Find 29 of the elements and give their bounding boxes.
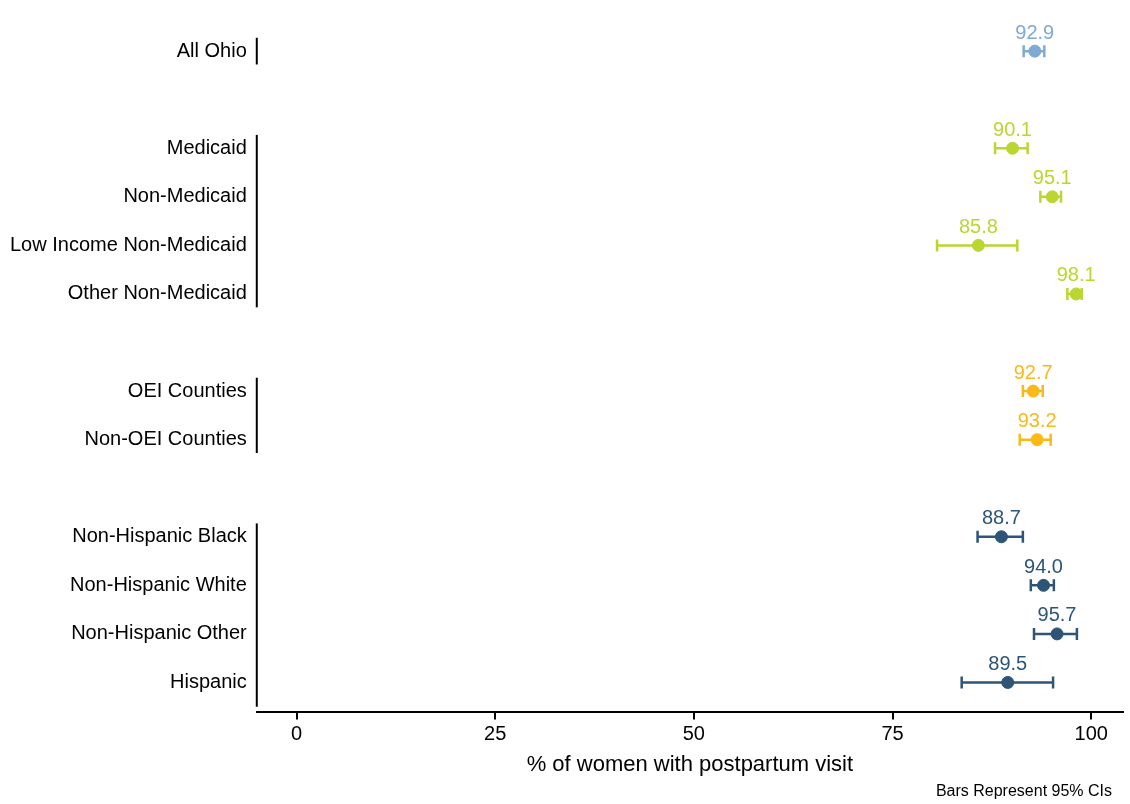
data-label: 95.7 xyxy=(1037,603,1077,626)
y-tick-label: OEI Counties xyxy=(127,378,247,401)
data-label: 88.7 xyxy=(981,506,1021,529)
y-tick-label: Non-Hispanic Black xyxy=(72,524,248,547)
data-label: 98.1 xyxy=(1056,263,1096,286)
y-tick-label: Non-Hispanic Other xyxy=(71,621,248,644)
y-tick-label: Medicaid xyxy=(166,135,247,158)
y-tick-label: All Ohio xyxy=(176,38,247,61)
data-label: 93.2 xyxy=(1017,409,1057,432)
x-tick-label: 100 xyxy=(1074,722,1108,745)
y-tick-label: Non-Medicaid xyxy=(123,184,247,207)
x-tick-label: 50 xyxy=(682,722,705,745)
data-label: 89.5 xyxy=(988,651,1028,674)
y-tick-label: Low Income Non-Medicaid xyxy=(10,232,247,255)
data-label: 94.0 xyxy=(1024,554,1063,577)
data-label: 92.9 xyxy=(1015,20,1055,43)
data-label: 92.7 xyxy=(1013,360,1053,383)
y-tick-label: Other Non-Medicaid xyxy=(67,281,247,304)
x-tick-label: 75 xyxy=(881,722,904,745)
y-tick-label: Non-Hispanic White xyxy=(70,572,247,595)
x-tick-label: 0 xyxy=(290,722,303,745)
x-tick-label: 25 xyxy=(484,722,507,745)
data-label: 95.1 xyxy=(1032,166,1072,189)
text: Bars Represent 95% CIs xyxy=(935,782,1112,800)
y-tick-label: Hispanic xyxy=(170,669,247,692)
y-tick-label: Non-OEI Counties xyxy=(84,427,247,450)
data-label: 90.1 xyxy=(993,117,1033,140)
x-axis-title: % of women with postpartum visit xyxy=(526,750,854,776)
data-label: 85.8 xyxy=(958,214,998,237)
